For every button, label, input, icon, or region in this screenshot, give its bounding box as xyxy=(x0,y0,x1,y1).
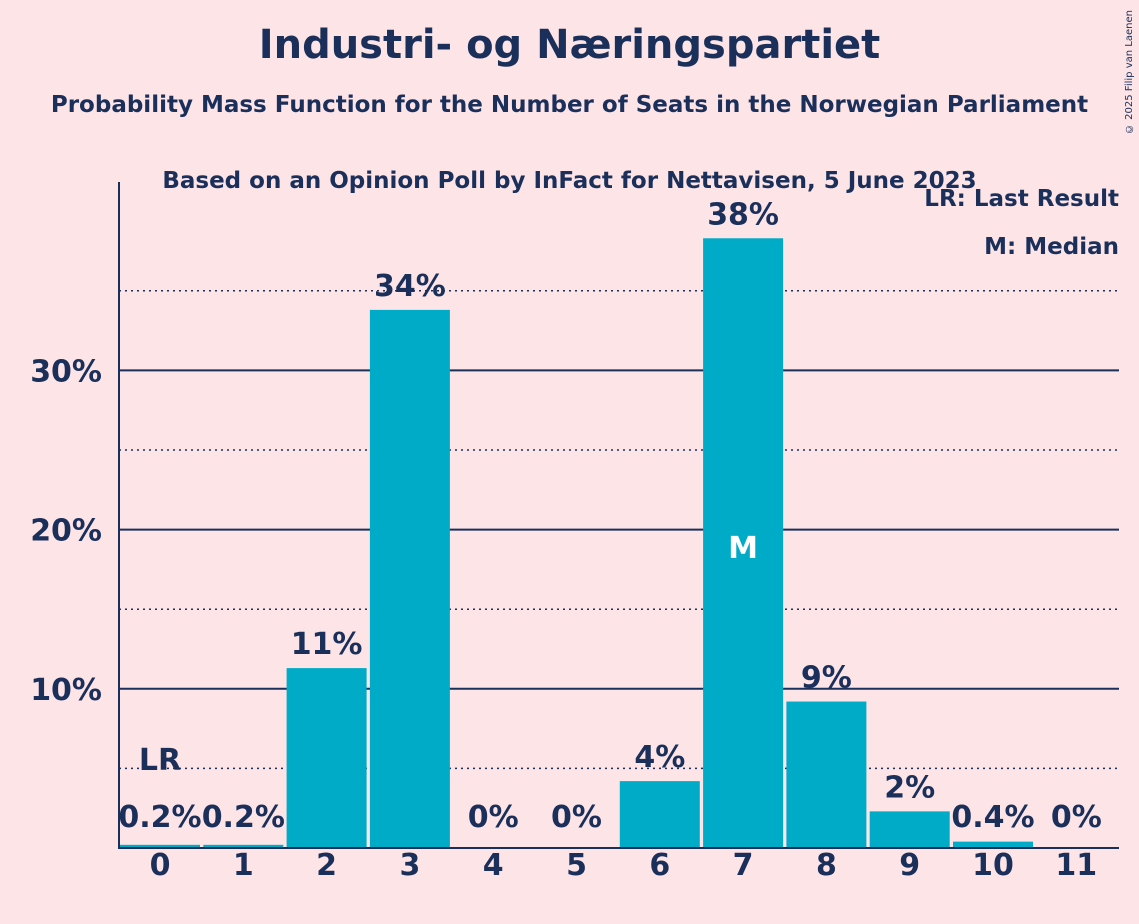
median-marker: M xyxy=(728,531,758,566)
y-tick-label: 10% xyxy=(30,673,102,708)
x-tick-label: 0 xyxy=(150,848,171,883)
chart-subtitle-2: Based on an Opinion Poll by InFact for N… xyxy=(162,168,977,194)
value-label: 11% xyxy=(291,627,363,662)
value-label: 9% xyxy=(801,661,852,696)
value-label: 0% xyxy=(468,800,519,835)
x-tick-label: 9 xyxy=(899,848,920,883)
x-tick-label: 10 xyxy=(972,848,1014,883)
x-tick-label: 4 xyxy=(483,848,504,883)
x-tick-label: 3 xyxy=(399,848,420,883)
chart-title: Industri- og Næringspartiet xyxy=(258,22,881,68)
value-label: 38% xyxy=(707,197,779,232)
x-tick-label: 1 xyxy=(233,848,254,883)
bar-seat-1 xyxy=(203,844,284,848)
legend-median: M: Median xyxy=(984,234,1119,260)
value-label: 2% xyxy=(884,770,935,805)
x-tick-label: 7 xyxy=(733,848,754,883)
y-tick-label: 30% xyxy=(30,354,102,389)
bar-seat-9 xyxy=(869,811,950,848)
bar-seat-0 xyxy=(120,844,200,848)
value-label: 34% xyxy=(374,269,446,304)
x-tick-label: 11 xyxy=(1055,848,1097,883)
legend-last-result: LR: Last Result xyxy=(924,186,1119,212)
x-tick-label: 8 xyxy=(816,848,837,883)
last-result-marker: LR xyxy=(139,743,181,778)
y-tick-label: 20% xyxy=(30,514,102,549)
value-label: 0% xyxy=(1051,800,1102,835)
bar-seat-2 xyxy=(286,668,367,848)
value-label: 0.2% xyxy=(118,800,201,835)
value-label: 4% xyxy=(634,740,685,775)
chart-subtitle: Probability Mass Function for the Number… xyxy=(50,92,1089,118)
value-label: 0.2% xyxy=(202,800,285,835)
bar-seat-8 xyxy=(786,701,867,848)
bar-seat-7 xyxy=(703,238,784,848)
bar-seat-6 xyxy=(619,781,700,848)
value-label: 0% xyxy=(551,800,602,835)
x-tick-label: 2 xyxy=(316,848,337,883)
bar-seat-10 xyxy=(953,841,1033,848)
x-tick-label: 6 xyxy=(649,848,670,883)
x-tick-label: 5 xyxy=(566,848,587,883)
value-label: 0.4% xyxy=(951,800,1034,835)
bar-seat-3 xyxy=(369,309,450,848)
